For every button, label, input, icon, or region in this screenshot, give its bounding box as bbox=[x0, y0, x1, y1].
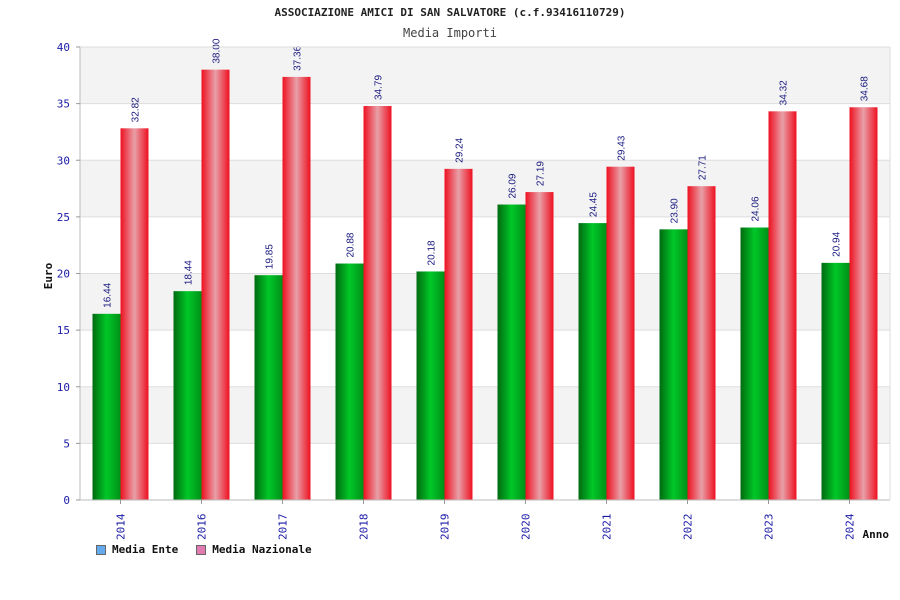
x-tick-label: 2024 bbox=[844, 513, 857, 540]
legend-label-nazionale: Media Nazionale bbox=[212, 543, 312, 556]
y-tick-label: 40 bbox=[57, 41, 70, 54]
bar-value-label: 20.88 bbox=[346, 232, 357, 257]
bar-media-nazionale bbox=[525, 192, 554, 501]
bar-value-label: 19.85 bbox=[265, 244, 276, 269]
bar-media-nazionale bbox=[687, 186, 716, 500]
x-tick-label: 2022 bbox=[682, 514, 695, 541]
bar-value-label: 37.36 bbox=[293, 45, 304, 70]
bar-value-label: 29.24 bbox=[455, 137, 466, 162]
bar-value-label: 34.32 bbox=[779, 80, 790, 105]
x-tick-label: 2019 bbox=[439, 514, 452, 541]
bar-media-nazionale bbox=[363, 106, 392, 501]
bar-value-label: 38.00 bbox=[212, 38, 223, 63]
bar-value-label: 16.44 bbox=[103, 282, 114, 307]
bar-value-label: 18.44 bbox=[184, 260, 195, 285]
x-tick-label: 2023 bbox=[763, 514, 776, 541]
bar-value-label: 34.68 bbox=[860, 76, 871, 101]
legend-item-ente: Media Ente bbox=[96, 543, 178, 556]
bar-media-ente bbox=[740, 227, 769, 500]
bar-media-nazionale bbox=[849, 107, 878, 501]
bar-value-label: 32.82 bbox=[131, 97, 142, 122]
x-axis-label: Anno bbox=[863, 528, 890, 541]
y-tick-label: 35 bbox=[57, 98, 70, 111]
bar-media-ente bbox=[416, 271, 445, 500]
bar-value-label: 20.94 bbox=[832, 231, 843, 256]
bar-value-label: 27.19 bbox=[536, 161, 547, 186]
legend-label-ente: Media Ente bbox=[112, 543, 179, 556]
bar-value-label: 34.79 bbox=[374, 75, 385, 100]
bar-media-ente bbox=[821, 262, 850, 500]
y-tick-label: 10 bbox=[57, 381, 70, 394]
bar-media-nazionale bbox=[282, 76, 311, 500]
bar-media-ente bbox=[497, 204, 526, 500]
bar-media-ente bbox=[578, 223, 607, 500]
y-tick-label: 20 bbox=[57, 268, 70, 281]
bar-media-nazionale bbox=[444, 168, 473, 500]
x-tick-label: 2020 bbox=[520, 514, 533, 541]
bar-value-label: 24.06 bbox=[751, 196, 762, 221]
bar-value-label: 26.09 bbox=[508, 173, 519, 198]
y-tick-label: 0 bbox=[63, 494, 70, 507]
y-tick-label: 30 bbox=[57, 154, 70, 167]
bar-value-label: 24.45 bbox=[589, 192, 600, 217]
x-tick-label: 2018 bbox=[358, 514, 371, 541]
bar-value-label: 29.43 bbox=[617, 135, 628, 160]
y-tick-label: 5 bbox=[63, 437, 70, 450]
chart-legend: Media Ente Media Nazionale bbox=[96, 543, 312, 556]
bar-media-ente bbox=[92, 313, 121, 500]
bar-media-ente bbox=[254, 275, 283, 500]
legend-item-nazionale: Media Nazionale bbox=[196, 543, 312, 556]
legend-swatch-ente bbox=[96, 544, 106, 555]
y-axis-label: Euro bbox=[42, 262, 55, 289]
bar-value-label: 20.18 bbox=[427, 240, 438, 265]
x-tick-label: 2021 bbox=[601, 514, 614, 541]
bar-media-ente bbox=[659, 229, 688, 500]
bar-media-nazionale bbox=[201, 69, 230, 501]
y-tick-label: 15 bbox=[57, 324, 70, 337]
bar-media-nazionale bbox=[606, 166, 635, 500]
chart-subtitle: Media Importi bbox=[403, 26, 497, 40]
bar-media-nazionale bbox=[120, 128, 149, 500]
chart-title: ASSOCIAZIONE AMICI DI SAN SALVATORE (c.f… bbox=[274, 6, 626, 19]
x-tick-label: 2017 bbox=[277, 514, 290, 541]
bar-value-label: 27.71 bbox=[698, 155, 709, 180]
y-tick-label: 25 bbox=[57, 211, 70, 224]
x-tick-label: 2014 bbox=[115, 513, 128, 540]
bar-media-nazionale bbox=[768, 111, 797, 501]
x-tick-label: 2016 bbox=[196, 514, 209, 541]
legend-swatch-nazionale bbox=[196, 544, 207, 555]
bar-media-ente bbox=[335, 263, 364, 500]
bar-media-ente bbox=[173, 291, 202, 500]
bar-value-label: 23.90 bbox=[670, 198, 681, 223]
